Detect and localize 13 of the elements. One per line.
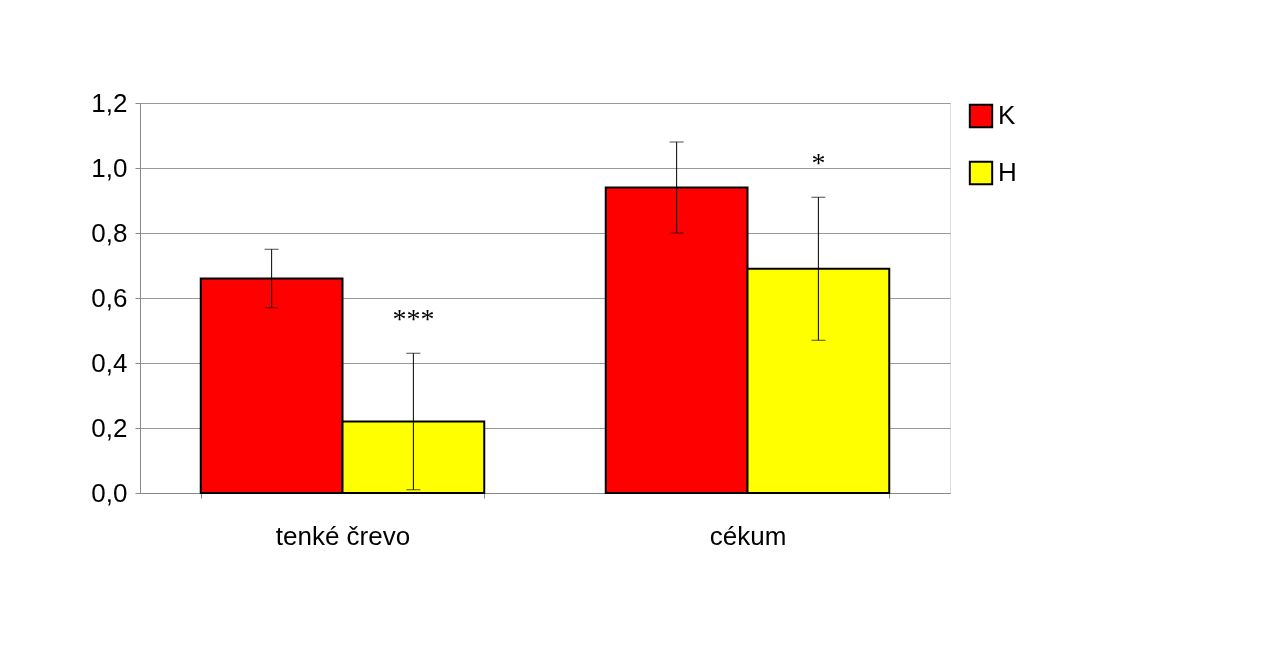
y-tick-label: 0,0: [91, 477, 128, 508]
y-tick-label: 0,2: [91, 412, 128, 443]
annotation: ***: [392, 302, 435, 334]
y-tick-label: 0,8: [91, 217, 128, 248]
y-tick-label: 1,0: [91, 152, 128, 183]
x-tick-label: cékum: [709, 520, 787, 551]
legend-label: K: [998, 100, 1016, 130]
annotation: *: [811, 146, 826, 178]
legend-label: H: [998, 157, 1017, 187]
x-tick-label: tenké črevo: [275, 520, 411, 551]
y-tick-label: 1,2: [91, 87, 128, 118]
y-tick-label: 0,4: [91, 347, 128, 378]
y-tick-label: 0,6: [91, 282, 128, 313]
